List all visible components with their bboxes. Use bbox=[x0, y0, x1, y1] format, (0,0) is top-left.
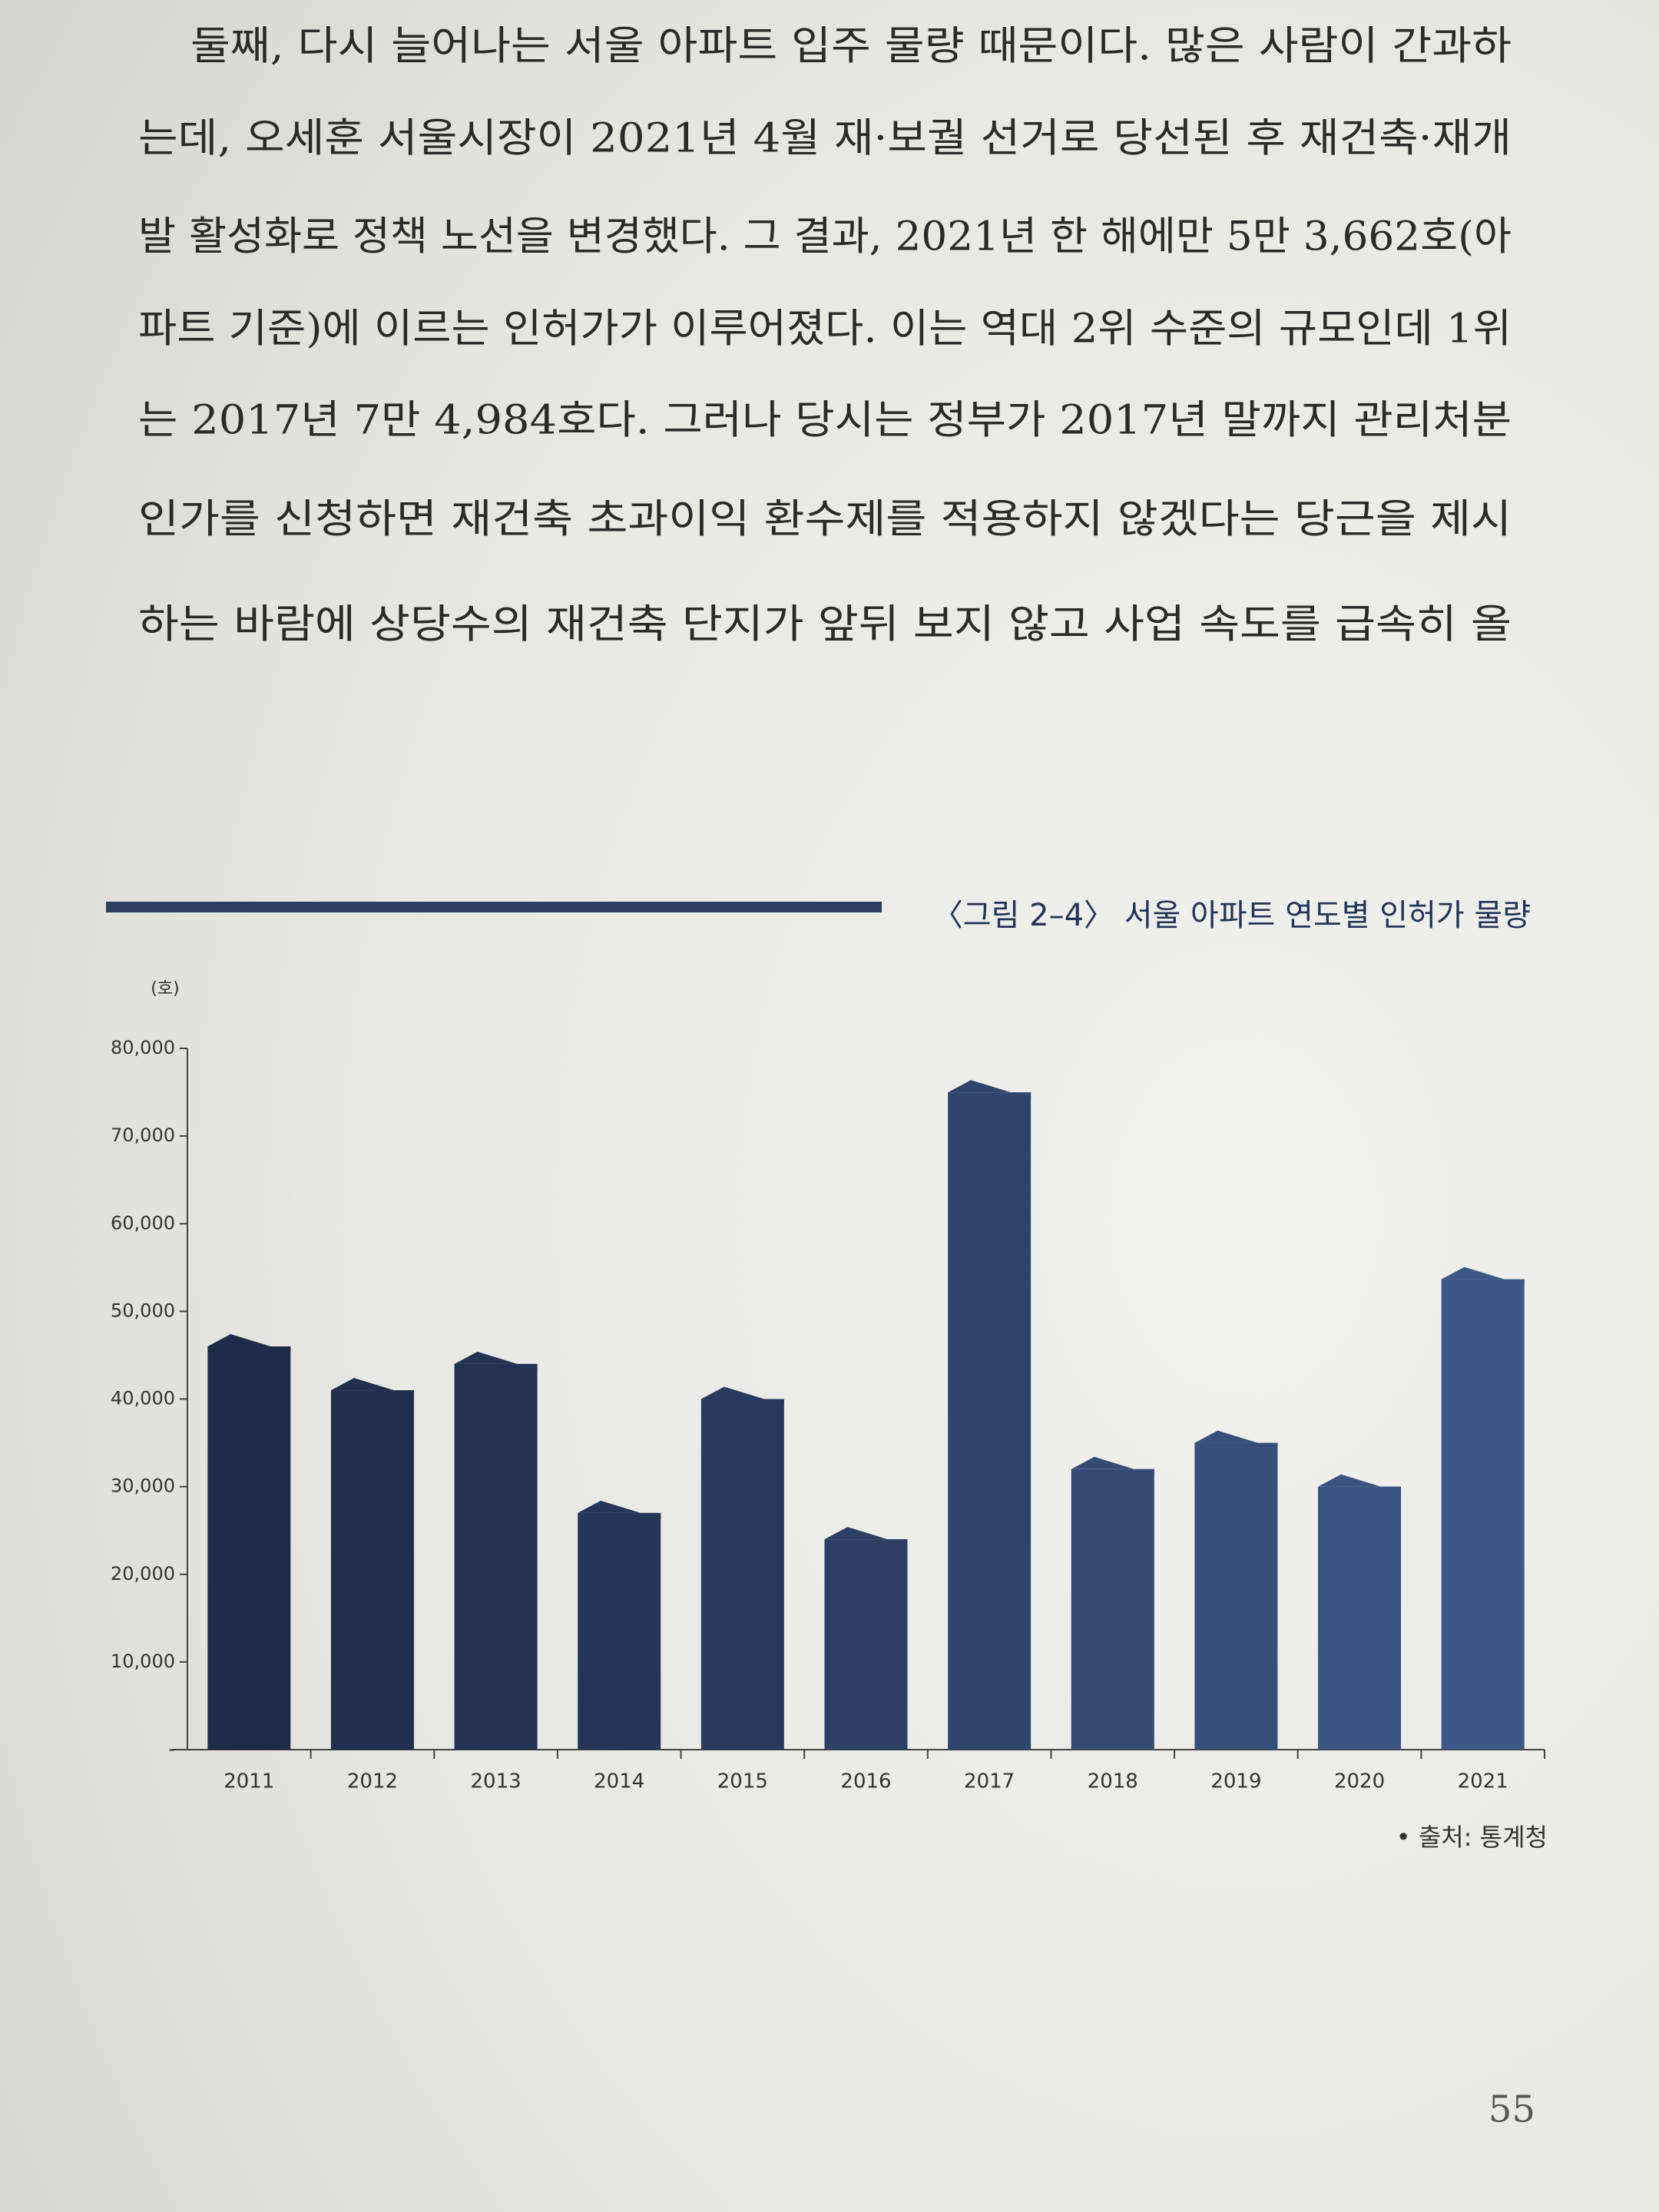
bar bbox=[1194, 1442, 1278, 1750]
y-tick-label: 50,000 bbox=[111, 1300, 175, 1321]
bar bbox=[1318, 1486, 1402, 1750]
bar-top bbox=[207, 1334, 291, 1353]
y-tick-label: 60,000 bbox=[111, 1212, 175, 1233]
bar bbox=[948, 1092, 1031, 1750]
bar-top bbox=[578, 1500, 661, 1519]
bar-top bbox=[454, 1351, 538, 1370]
y-tick-label: 30,000 bbox=[111, 1475, 175, 1497]
bar bbox=[1441, 1279, 1525, 1750]
y-tick-label: 20,000 bbox=[111, 1563, 175, 1584]
bar bbox=[578, 1512, 661, 1750]
x-tick-label: 2012 bbox=[347, 1770, 398, 1793]
bar-top bbox=[1071, 1456, 1154, 1475]
x-tick-label: 2014 bbox=[594, 1770, 644, 1793]
bar bbox=[1071, 1469, 1154, 1750]
bar bbox=[454, 1363, 538, 1750]
x-tick-label: 2015 bbox=[717, 1770, 768, 1793]
paragraph-line: 는 2017년 7만 4,984호다. 그러나 당시는 정부가 2017년 말까… bbox=[138, 398, 1512, 444]
chart-title: 〈그림 2–4〉 서울 아파트 연도별 인허가 물량 bbox=[932, 898, 1531, 933]
y-tick-label: 70,000 bbox=[111, 1124, 175, 1146]
y-tick-label: 40,000 bbox=[111, 1388, 175, 1409]
x-tick-label: 2020 bbox=[1334, 1770, 1385, 1793]
bar-top bbox=[1441, 1267, 1525, 1286]
x-tick-label: 2019 bbox=[1210, 1770, 1261, 1793]
paragraph-line: 하는 바람에 상당수의 재건축 단지가 앞뒤 보지 않고 사업 속도를 급속히 … bbox=[138, 602, 1512, 648]
bar-top bbox=[948, 1080, 1031, 1099]
paragraph-line: 파트 기준)에 이르는 인허가가 이루어졌다. 이는 역대 2위 수준의 규모인… bbox=[138, 306, 1512, 353]
bar-top bbox=[330, 1378, 414, 1397]
x-tick-label: 2021 bbox=[1458, 1770, 1508, 1793]
x-tick-label: 2016 bbox=[840, 1770, 891, 1793]
y-tick-label: 80,000 bbox=[111, 1037, 175, 1058]
paragraph-line: 인가를 신청하면 재건축 초과이익 환수제를 적용하지 않겠다는 당근을 제시 bbox=[138, 497, 1512, 543]
bar bbox=[700, 1399, 784, 1750]
y-axis-unit: (호) bbox=[151, 979, 179, 998]
x-tick-label: 2017 bbox=[964, 1770, 1015, 1793]
paragraph-line: 는데, 오세훈 서울시장이 2021년 4월 재·보궐 선거로 당선된 후 재건… bbox=[138, 116, 1512, 162]
x-tick-label: 2018 bbox=[1088, 1770, 1138, 1793]
paragraph-line: 발 활성화로 정책 노선을 변경했다. 그 결과, 2021년 한 해에만 5만… bbox=[138, 214, 1512, 260]
bar-top bbox=[1194, 1430, 1278, 1449]
x-tick-label: 2013 bbox=[471, 1770, 522, 1793]
source: • 출처: 통계청 bbox=[1396, 1823, 1548, 1852]
y-tick-label: - bbox=[168, 1738, 175, 1760]
paragraph-line: 둘째, 다시 늘어나는 서울 아파트 입주 물량 때문이다. 많은 사람이 간과… bbox=[190, 24, 1512, 70]
title-rule bbox=[106, 902, 882, 912]
bar bbox=[824, 1539, 908, 1750]
page-number: 55 bbox=[1488, 2088, 1535, 2131]
bar bbox=[207, 1346, 291, 1750]
y-tick-label: 10,000 bbox=[111, 1651, 175, 1672]
bar-top bbox=[824, 1527, 908, 1546]
x-tick-label: 2011 bbox=[224, 1770, 274, 1793]
bar-top bbox=[700, 1386, 784, 1406]
bar bbox=[330, 1390, 414, 1750]
bar-top bbox=[1318, 1474, 1402, 1493]
